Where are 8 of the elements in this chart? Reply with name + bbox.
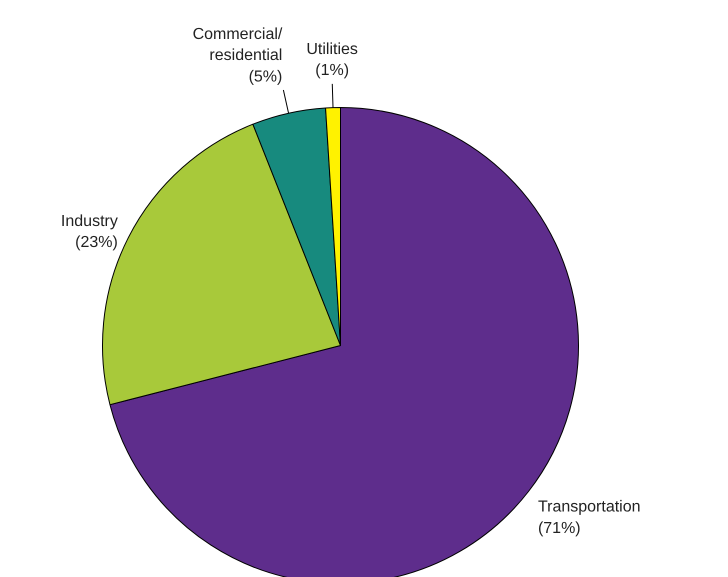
data-label: (5%) — [248, 68, 282, 86]
data-label: (23%) — [75, 234, 118, 252]
slice-label: Utilities — [306, 40, 358, 58]
slice-label: Transportation — [538, 498, 641, 516]
data-label: (1%) — [315, 62, 350, 80]
slice-label: Commercial/residential — [192, 26, 283, 64]
slice-label: Industry — [60, 212, 118, 230]
data-label: (71%) — [538, 520, 581, 537]
